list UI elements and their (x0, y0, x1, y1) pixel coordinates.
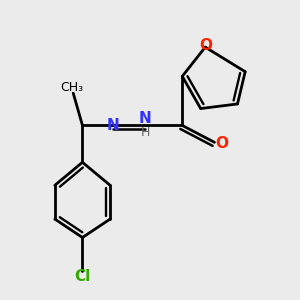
Text: CH₃: CH₃ (60, 81, 83, 94)
Text: O: O (199, 38, 212, 53)
Text: H: H (141, 126, 150, 139)
Text: N: N (139, 111, 152, 126)
Text: Cl: Cl (74, 269, 91, 284)
Text: O: O (216, 136, 229, 152)
Text: N: N (107, 118, 119, 133)
